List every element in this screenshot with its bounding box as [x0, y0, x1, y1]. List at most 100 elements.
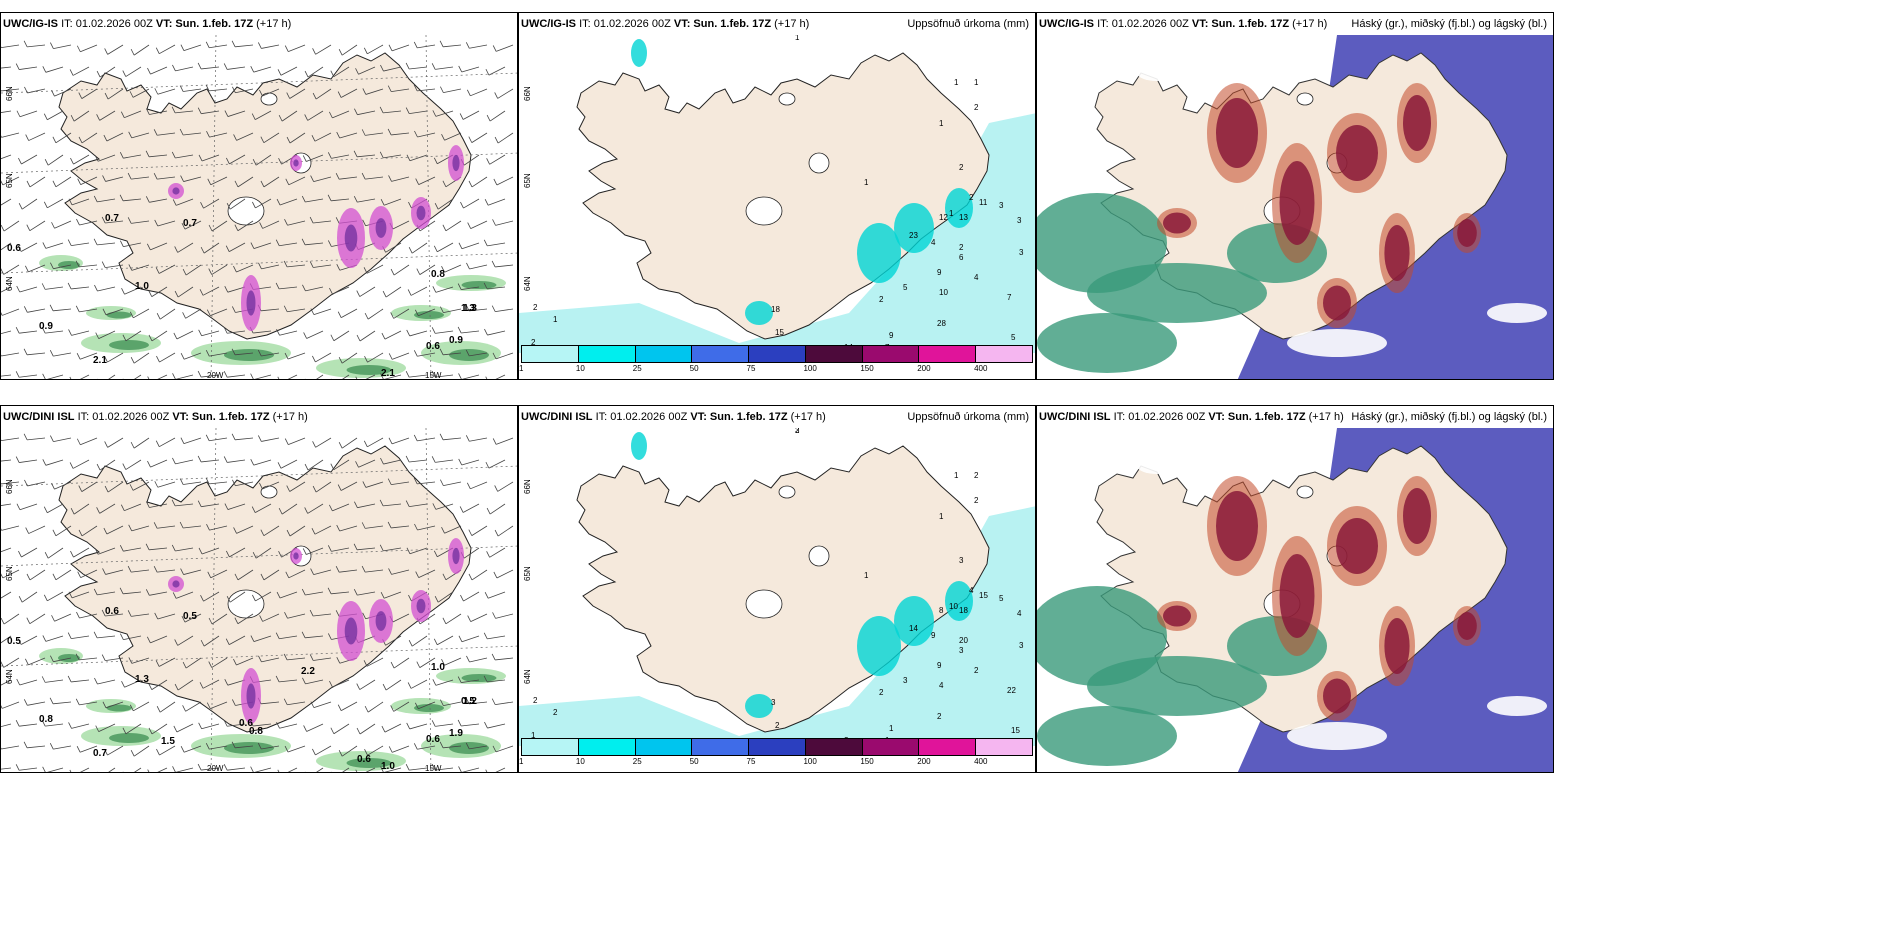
map-panel-bottomright: UWC/DINI ISL IT: 01.02.2026 00Z VT: Sun.… [1036, 405, 1554, 773]
precip-value: 4 [939, 681, 944, 690]
wind-barb [23, 40, 46, 48]
pressure-value: 0.8 [249, 726, 263, 737]
wind-barb [356, 679, 376, 690]
wind-barb [337, 308, 358, 319]
wind-barb [96, 374, 116, 379]
wind-barb [206, 701, 228, 709]
product-label: Uppsöfnuð úrkoma (mm) [907, 411, 1029, 423]
wind-barb [353, 588, 376, 596]
wind-barb [199, 679, 220, 689]
glacier-outline [808, 152, 830, 174]
colorbar-swatch [635, 346, 693, 362]
low-cloud-area [1037, 313, 1177, 373]
wind-barb [338, 745, 358, 757]
wind-barb [465, 42, 488, 49]
wind-barb [172, 457, 194, 465]
wind-barb [122, 66, 142, 77]
wind-barb [276, 591, 298, 599]
wind-barb [198, 547, 220, 555]
wind-barb [181, 220, 202, 230]
clear-sky-area [1137, 458, 1177, 474]
wind-barb [486, 154, 506, 165]
wind-barb [51, 88, 72, 97]
wind-barb [76, 745, 98, 753]
wind-barb [205, 477, 228, 485]
wind-barb [172, 373, 194, 379]
colorbar-swatch [976, 346, 1033, 362]
wind-barb [484, 591, 506, 599]
precip-value: 6 [959, 253, 964, 262]
wind-barb [15, 719, 38, 727]
precip-value: 3 [959, 556, 964, 565]
precip-value: 2 [879, 688, 884, 697]
wind-barb [1, 132, 20, 138]
wind-barb [361, 172, 384, 180]
wind-barb [206, 308, 228, 316]
wind-barb [127, 217, 150, 224]
wind-barb [103, 525, 124, 535]
wind-barb [329, 286, 350, 295]
wind-barb [172, 766, 194, 772]
wind-barb [174, 286, 194, 298]
colorbar-tick-label: 100 [803, 364, 817, 373]
precip-value: 15 [979, 591, 988, 600]
iceland-landmass [58, 445, 472, 733]
wind-barb [405, 763, 428, 771]
wind-barb [1, 657, 20, 668]
wind-barb [104, 437, 124, 448]
precip-value: 1 [954, 471, 959, 480]
wind-barb [78, 525, 98, 537]
wind-barb [468, 176, 488, 188]
wind-barb [51, 220, 72, 229]
wind-barb [96, 459, 116, 471]
wind-barb [441, 264, 462, 273]
wind-barb [405, 62, 428, 70]
wind-barb [154, 612, 176, 620]
wind-barb [301, 588, 324, 596]
wind-barb [1, 154, 12, 160]
precip-core [58, 261, 80, 269]
latitude-label: 65N [5, 566, 14, 581]
low-cloud-area [1087, 656, 1267, 716]
wind-barb [148, 723, 168, 735]
wind-barb [205, 434, 228, 442]
wind-barb [361, 129, 384, 136]
wind-barb [44, 547, 64, 559]
wind-barb [223, 456, 246, 463]
wind-barb [233, 132, 254, 141]
wind-barb [182, 657, 202, 669]
wind-barb [382, 286, 402, 298]
wind-barb [355, 459, 376, 468]
wind-barb [362, 88, 384, 95]
clear-sky-area [1487, 696, 1547, 716]
wind-barb [310, 308, 332, 316]
wind-barb [181, 613, 202, 623]
wind-barb [121, 679, 142, 688]
wind-barb [302, 154, 324, 162]
precip-value: 2 [974, 471, 979, 480]
wind-barb [356, 286, 376, 297]
wind-barb [43, 503, 64, 514]
colorbar-swatch [692, 346, 750, 362]
wind-barb [122, 330, 142, 342]
wind-barb [15, 456, 38, 463]
wind-barb [355, 374, 376, 379]
precip-value: 2 [795, 426, 800, 435]
wind-barb [18, 591, 38, 603]
pressure-value: 0.5 [461, 696, 475, 707]
wind-barb [174, 242, 194, 253]
wind-barb [180, 44, 202, 52]
precip-value: 9 [931, 631, 936, 640]
wind-barb [364, 308, 384, 320]
high-cloud-area [1163, 212, 1191, 234]
wind-barb [483, 675, 506, 683]
wind-barb [284, 612, 306, 619]
wind-barb [466, 655, 488, 663]
heavy-precip-core [293, 159, 299, 167]
wind-barb [251, 503, 272, 513]
wind-barb [413, 434, 436, 442]
wind-barb [379, 544, 402, 552]
wind-barb [180, 175, 202, 182]
map-panel-bottommid: UWC/DINI ISL IT: 01.02.2026 00Z VT: Sun.… [518, 405, 1036, 773]
precip-value: 1 [531, 731, 536, 740]
